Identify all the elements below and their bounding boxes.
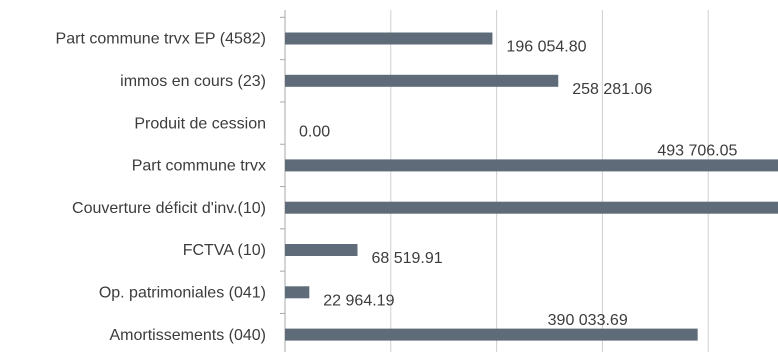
bar bbox=[285, 74, 559, 87]
value-label: 390 033.69 bbox=[548, 312, 628, 329]
category-label: immos en cours (23) bbox=[120, 73, 266, 90]
category-label: Produit de cession bbox=[134, 115, 266, 132]
bar bbox=[285, 244, 358, 256]
category-label: Part commune trvx EP (4582) bbox=[56, 31, 266, 48]
bar bbox=[285, 201, 778, 214]
value-label: 68 519.91 bbox=[371, 250, 442, 267]
bar bbox=[285, 32, 493, 45]
gridlines bbox=[280, 10, 709, 352]
bar bbox=[285, 286, 310, 299]
value-label: 0.00 bbox=[299, 123, 330, 140]
category-label: Op. patrimoniales (041) bbox=[99, 285, 266, 302]
bar bbox=[285, 159, 778, 172]
value-label: 258 281.06 bbox=[572, 81, 652, 98]
value-label: 493 706.05 bbox=[657, 143, 737, 160]
category-label: FCTVA (10) bbox=[183, 242, 266, 259]
value-label: 196 054.80 bbox=[506, 39, 586, 56]
value-label: 22 964.19 bbox=[323, 293, 394, 310]
category-label: Amortissements (040) bbox=[110, 327, 267, 344]
category-label: Couverture déficit d'inv.(10) bbox=[72, 200, 266, 217]
bars bbox=[285, 32, 778, 341]
category-labels: Part commune trvx EP (4582) immos en cour… bbox=[56, 31, 266, 344]
bar bbox=[285, 328, 698, 341]
category-label: Part commune trvx bbox=[132, 158, 266, 175]
